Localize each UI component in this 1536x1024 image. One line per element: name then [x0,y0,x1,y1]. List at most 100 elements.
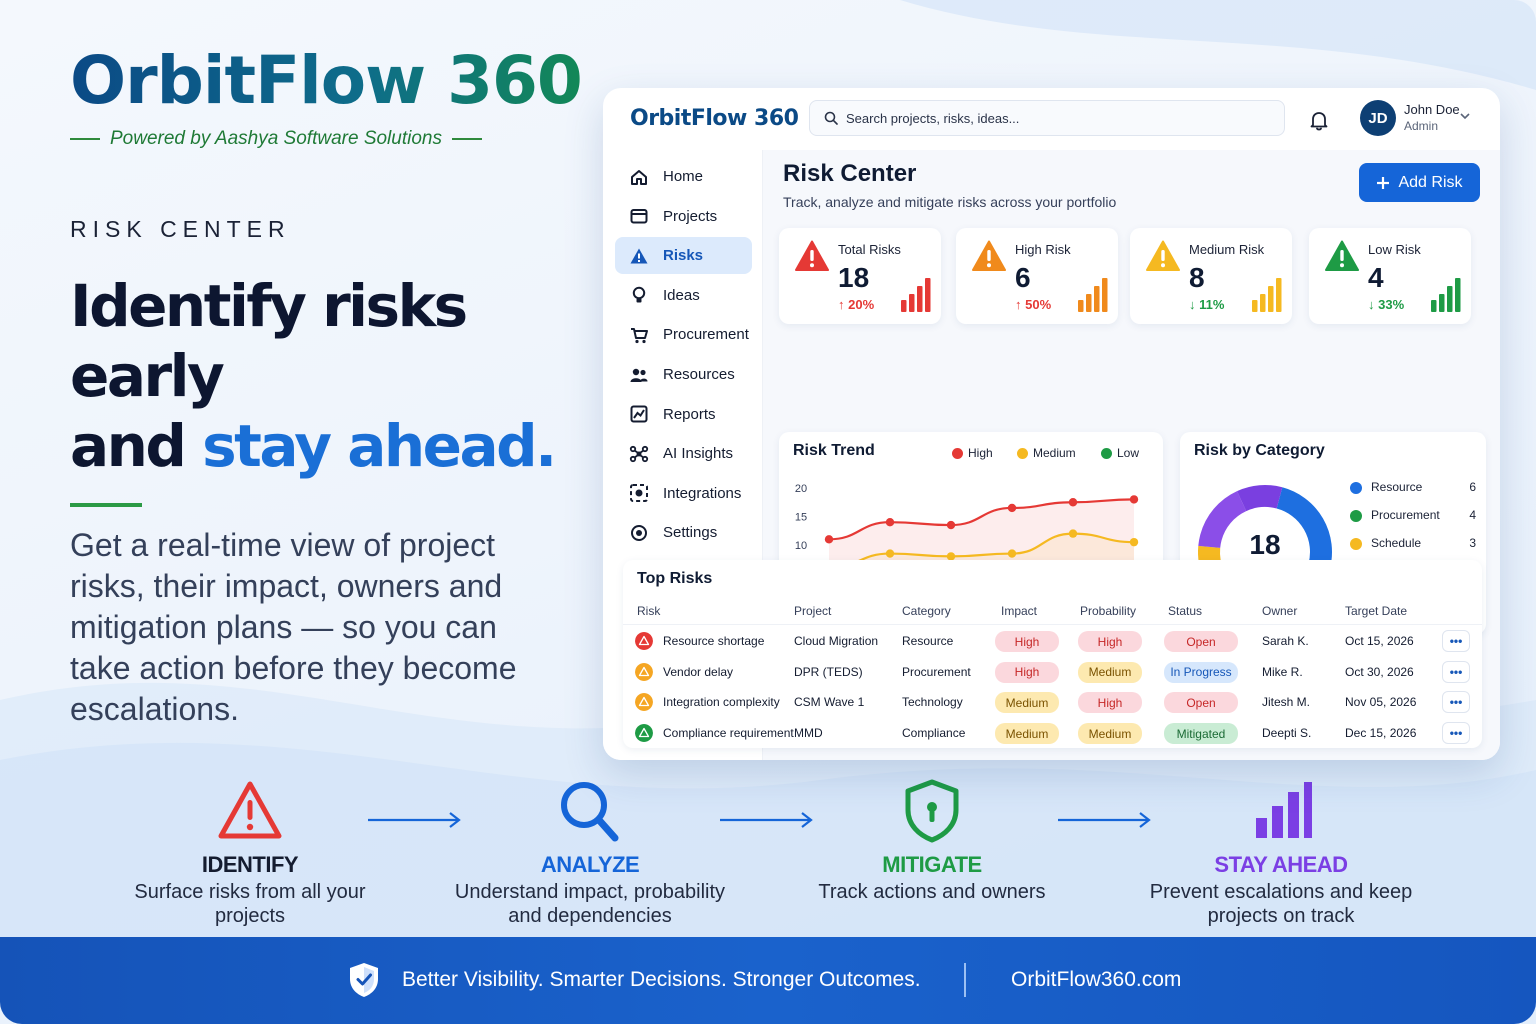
table-row[interactable]: Compliance requirement MMD Compliance Mediu… [623,718,1470,749]
process-step-title: ANALYZE [540,852,640,877]
top-risks-title: Top Risks [637,570,713,587]
legend-swatch [1017,447,1028,459]
legend-swatch [952,447,963,459]
kpi-card-medium-risk[interactable]: Medium Risk 8 ↓ 11% [1130,228,1292,324]
legend-swatch [1101,447,1112,459]
avatar[interactable]: JD [1360,100,1396,136]
sidebar-item-risks[interactable]: Risks [615,237,752,275]
process-step-title: MITIGATE [882,852,982,877]
sidebar-item-home[interactable]: Home [615,158,752,195]
sidebar-item-projects[interactable]: Projects [615,198,752,235]
user-role: Admin [1404,119,1439,133]
data-point-medium[interactable] [885,549,895,558]
impact-badge: Medium [995,723,1059,745]
probability-badge: Medium [1078,661,1142,683]
row-more-button[interactable]: ••• [1442,722,1470,745]
row-more-button[interactable]: ••• [1442,660,1470,683]
users-icon [630,368,648,382]
data-point-high[interactable] [885,518,895,527]
column-header-owner[interactable]: Owner [1262,604,1298,618]
status-badge: In Progress [1164,661,1238,683]
legend-label: Procurement [1371,508,1440,522]
column-header-project[interactable]: Project [794,604,832,618]
column-header-target-date[interactable]: Target Date [1345,604,1408,618]
process-step-description: Prevent escalations and keep projects on… [1149,881,1413,927]
data-point-medium[interactable] [1129,537,1139,547]
kpi-card-total-risks[interactable]: Total Risks 18 ↑ 20% [779,228,941,324]
y-tick-label: 20 [795,483,807,495]
donut-slice-technology[interactable] [1196,483,1333,620]
warning-icon [635,662,653,681]
data-point-medium[interactable] [1007,549,1017,558]
sidebar-item-settings[interactable]: Settings [615,514,752,551]
cell-category: Resource [902,634,954,648]
table-row[interactable]: Resource shortage Cloud Migration Resource… [623,626,1470,657]
process-step-description: Understand impact, probability and depen… [454,881,726,927]
app-logo[interactable]: OrbitFlow 360 [630,106,799,131]
cart-icon [631,327,648,343]
table-row[interactable]: Integration complexity CSM Wave 1 Technolo… [623,687,1470,718]
shield-icon [905,779,959,843]
search-input[interactable] [846,110,1266,126]
process-step-stay-ahead: STAY AHEAD Prevent escalations and keep p… [1131,778,1431,928]
arrow-right-icon [1058,812,1151,828]
cell-risk[interactable]: Integration complexity [663,695,780,710]
legend-schedule[interactable]: Schedule 3 [1350,535,1476,553]
data-point-high[interactable] [824,535,834,544]
legend-low[interactable]: Low [1101,446,1139,460]
top-risks-table: Top Risks Risk Project Category Impact Proba… [623,560,1482,748]
folder-icon [630,209,648,224]
mini-bar-chart-icon [1252,278,1282,312]
app-topbar: OrbitFlow 360 JD John Doe Admin [603,88,1500,150]
column-header-impact[interactable]: Impact [1001,604,1038,618]
bell-icon[interactable] [1307,108,1331,132]
user-name[interactable]: John Doe [1404,102,1460,117]
sidebar-item-ai-insights[interactable]: AI Insights [615,435,752,472]
kpi-card-high-risk[interactable]: High Risk 6 ↑ 50% [956,228,1118,324]
column-header-risk[interactable]: Risk [637,604,661,618]
arrow-right-icon [368,812,461,828]
cell-project: DPR (TEDS) [794,664,863,679]
data-point-medium[interactable] [946,552,956,561]
chevron-down-icon[interactable] [1459,110,1471,122]
add-risk-button[interactable]: Add Risk [1359,163,1480,202]
mini-bar-chart-icon [901,278,931,312]
sidebar-item-label: Settings [663,524,718,542]
sidebar-item-procurement[interactable]: Procurement [615,316,752,353]
data-point-high[interactable] [1068,498,1078,507]
status-badge: Open [1164,631,1238,652]
sidebar-item-reports[interactable]: Reports [615,396,752,433]
process-step-description: Surface risks from all your projects [134,881,366,927]
row-more-button[interactable]: ••• [1442,630,1470,652]
row-more-button[interactable]: ••• [1442,691,1470,714]
footer-website-link[interactable]: OrbitFlow360.com [1011,968,1182,991]
data-point-high[interactable] [1129,495,1139,504]
cell-risk[interactable]: Compliance requirement [663,726,794,741]
data-point-high[interactable] [1007,503,1017,513]
kpi-change-value: 50% [1025,297,1052,312]
cell-risk[interactable]: Vendor delay [663,664,734,679]
legend-high[interactable]: High [952,446,993,460]
column-header-category[interactable]: Category [902,604,951,618]
legend-resource[interactable]: Resource 6 [1350,479,1476,497]
status-badge: Mitigated [1164,723,1238,745]
page-subtitle: Track, analyze and mitigate risks across… [783,194,1117,210]
search-bar[interactable] [809,100,1285,136]
sidebar-item-integrations[interactable]: Integrations [615,475,752,512]
cell-risk[interactable]: Resource shortage [663,634,765,648]
sidebar-item-ideas[interactable]: Ideas [615,277,752,314]
kpi-card-low-risk[interactable]: Low Risk 4 ↓ 33% [1309,228,1471,324]
legend-procurement[interactable]: Procurement 4 [1350,507,1476,525]
kpi-change: ↑ 50% [1015,297,1051,312]
kpi-change: ↑ 20% [838,297,874,312]
probability-badge: High [1078,631,1142,652]
column-header-status[interactable]: Status [1168,604,1203,618]
data-point-medium[interactable] [1068,529,1078,538]
kpi-label: Medium Risk [1189,242,1265,257]
sidebar-item-resources[interactable]: Resources [615,356,752,393]
table-row[interactable]: Vendor delay DPR (TEDS) Procurement High Med… [623,657,1470,688]
cell-category: Compliance [902,726,966,741]
legend-medium[interactable]: Medium [1017,446,1076,460]
data-point-high[interactable] [946,520,956,530]
column-header-probability[interactable]: Probability [1080,604,1137,618]
